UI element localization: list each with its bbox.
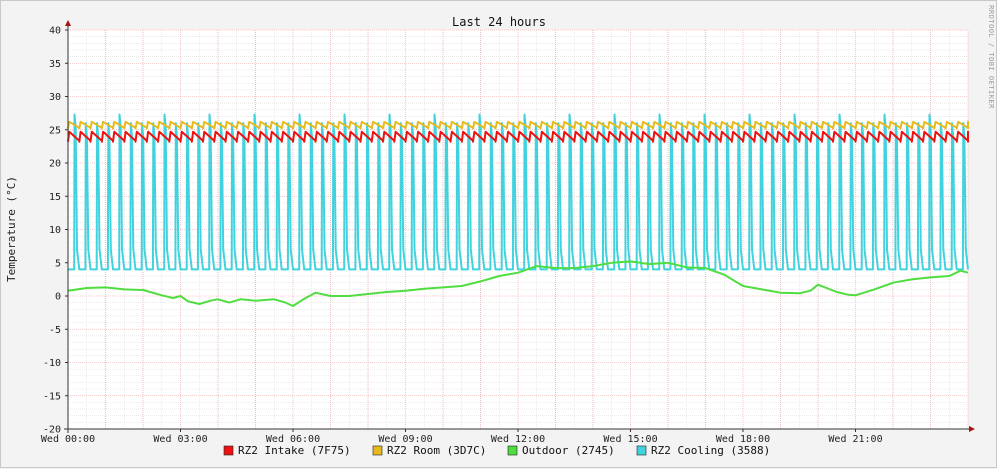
legend-label: Outdoor (2745)	[522, 444, 615, 457]
y-tick-label: 35	[49, 59, 61, 70]
x-tick-label: Wed 00:00	[41, 434, 95, 445]
y-tick-label: -10	[43, 358, 61, 369]
y-tick-label: 0	[55, 292, 61, 303]
series-line-0	[67, 130, 969, 143]
x-tick-label: Wed 12:00	[491, 434, 545, 445]
x-tick-label: Wed 03:00	[153, 434, 207, 445]
legend-label: RZ2 Room (3D7C)	[387, 444, 486, 457]
legend-label: RZ2 Cooling (3588)	[651, 444, 770, 457]
series-line-3	[68, 113, 969, 271]
y-tick-label: -5	[49, 325, 61, 336]
legend-swatch	[223, 445, 234, 456]
y-tick-label: 20	[49, 159, 61, 170]
x-tick-label: Wed 21:00	[828, 434, 882, 445]
x-tick-label: Wed 09:00	[378, 434, 432, 445]
y-tick-label: 40	[49, 26, 61, 37]
x-tick-label: Wed 18:00	[716, 434, 770, 445]
legend-swatch	[636, 445, 647, 456]
legend: RZ2 Intake (7F75) RZ2 Room (3D7C) Outdoor …	[223, 444, 770, 457]
legend-label: RZ2 Intake (7F75)	[238, 444, 351, 457]
y-tick-label: 25	[49, 125, 61, 136]
chart-title: Last 24 hours	[452, 15, 546, 29]
y-tick-label: 10	[49, 225, 61, 236]
y-tick-label: -15	[43, 391, 61, 402]
y-tick-label: -20	[43, 425, 61, 436]
y-tick-label: 15	[49, 192, 61, 203]
y-axis-arrow	[65, 20, 71, 26]
grid	[67, 29, 969, 430]
y-tick-label: 5	[55, 258, 61, 269]
x-axis-arrow	[969, 426, 975, 432]
y-tick-label: 30	[49, 92, 61, 103]
legend-swatch	[507, 445, 518, 456]
x-tick-label: Wed 15:00	[603, 434, 657, 445]
x-tick-label: Wed 06:00	[266, 434, 320, 445]
series-line-2	[67, 260, 969, 307]
rrdtool-watermark: RRDTOOL / TOBI OETIKER	[987, 5, 995, 109]
legend-swatch	[372, 445, 383, 456]
series-line-1	[67, 120, 969, 130]
y-axis-label: Temperature (°C)	[5, 176, 18, 282]
series-lines	[67, 113, 969, 307]
